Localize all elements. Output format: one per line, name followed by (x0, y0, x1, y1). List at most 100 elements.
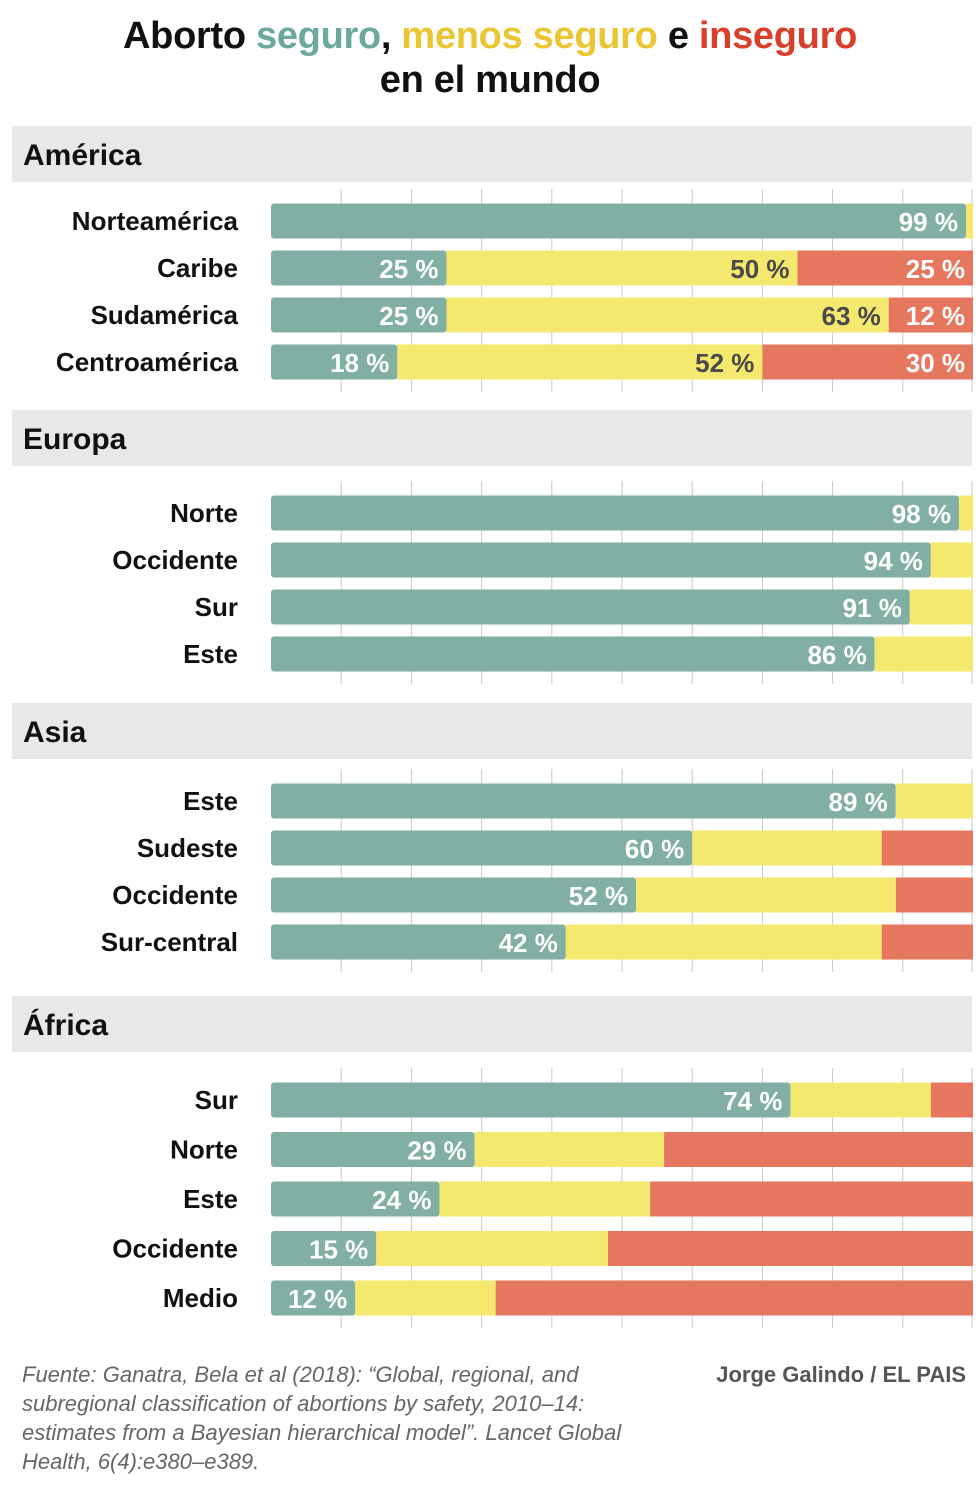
category-label: Occidente (112, 545, 238, 575)
bar-segment-safe (271, 1082, 791, 1118)
value-label-less-safe: 50 % (730, 254, 789, 284)
value-label-safe: 25 % (379, 301, 438, 331)
bar-segment-safe (271, 344, 398, 380)
category-label: Norteamérica (72, 206, 239, 236)
region-band-asia (12, 703, 972, 759)
category-label: Este (183, 786, 238, 816)
bar-segment-safe (271, 924, 566, 960)
category-label: Occidente (112, 880, 238, 910)
bar-segment-less-safe (446, 250, 798, 286)
value-label-safe: 25 % (379, 254, 438, 284)
bar-segment-safe (271, 877, 637, 913)
region-label-asia: Asia (23, 716, 87, 749)
category-label: Norte (170, 498, 238, 528)
bar-segment-less-safe (355, 1280, 496, 1316)
bar-segment-less-safe (446, 297, 889, 333)
bar-segment-unsafe (650, 1181, 973, 1217)
bar-segment-safe (271, 589, 910, 625)
bar-segment-less-safe (909, 589, 973, 625)
value-label-unsafe: 25 % (906, 254, 965, 284)
bar-segment-less-safe (474, 1132, 665, 1167)
source-note: Fuente: Ganatra, Bela et al (2018): “Glo… (22, 1362, 622, 1474)
bar-segment-less-safe (376, 1231, 608, 1266)
bar-segment-safe (271, 250, 447, 286)
bar-segment-less-safe (874, 636, 973, 672)
region-band-europa (12, 410, 972, 466)
bar-segment-unsafe (881, 830, 973, 866)
region-label-america: América (23, 139, 142, 172)
bar-segment-unsafe (664, 1132, 973, 1167)
bar-segment-unsafe (607, 1231, 973, 1266)
value-label-safe: 15 % (309, 1235, 368, 1265)
category-label: Sudeste (137, 833, 238, 863)
bar-segment-unsafe (495, 1280, 973, 1316)
value-label-safe: 18 % (330, 348, 389, 378)
bar-segment-unsafe (895, 877, 973, 913)
category-label: Sur (195, 592, 238, 622)
bar-segment-safe (271, 297, 447, 333)
bar-segment-safe (271, 542, 931, 578)
bar-segment-less-safe (565, 924, 882, 960)
region-band-america (12, 126, 972, 182)
value-label-safe: 94 % (864, 546, 923, 576)
value-label-less-safe: 52 % (695, 348, 754, 378)
bar-segment-unsafe (762, 344, 973, 380)
bar-segment-less-safe (439, 1181, 651, 1217)
value-label-safe: 24 % (372, 1185, 431, 1215)
region-label-africa: África (23, 1008, 108, 1042)
chart-title: Aborto seguro, menos seguro e inseguro e… (0, 14, 980, 102)
title-prefix: Aborto (123, 15, 256, 57)
bar-segment-unsafe (881, 924, 973, 960)
category-label: Este (183, 639, 238, 669)
category-label: Sur (195, 1085, 238, 1115)
title-conj: e (657, 15, 699, 57)
region-band-africa (12, 996, 972, 1052)
bar-segment-safe (271, 1181, 440, 1217)
bar-segment-unsafe (930, 1082, 973, 1118)
bar-segment-safe (271, 1231, 377, 1266)
bar-segment-safe (271, 783, 896, 819)
bar-segment-less-safe (636, 877, 896, 913)
bar-segment-safe (271, 203, 966, 239)
bar-segment-less-safe (692, 830, 882, 866)
title-sep: , (380, 15, 402, 57)
value-label-safe: 60 % (625, 834, 684, 864)
category-label: Centroamérica (56, 347, 239, 377)
value-label-safe: 86 % (807, 640, 866, 670)
value-label-unsafe: 12 % (906, 301, 965, 331)
stacked-bar-chart: América Norteamérica 99 % Caribe 25 % 50 % 25 … (12, 126, 973, 1328)
title-safe: seguro (256, 15, 381, 57)
bar-segment-less-safe (930, 542, 973, 578)
category-label: Este (183, 1184, 238, 1214)
category-label: Sudamérica (91, 300, 239, 330)
bar-segment-less-safe (965, 203, 973, 239)
value-label-safe: 99 % (899, 207, 958, 237)
value-label-safe: 52 % (569, 881, 628, 911)
value-label-safe: 29 % (407, 1136, 466, 1166)
region-label-europa: Europa (23, 423, 127, 456)
title-line-2: en el mundo (379, 59, 601, 101)
category-label: Sur-central (101, 927, 238, 957)
bar-segment-less-safe (895, 783, 973, 819)
bar-segment-safe (271, 1132, 475, 1167)
bar-segment-safe (271, 830, 693, 866)
bar-segment-less-safe (397, 344, 763, 380)
bar-segment-unsafe (888, 297, 973, 333)
bar-segment-unsafe (797, 250, 973, 286)
bar-segment-safe (271, 1280, 356, 1316)
bar-segment-safe (271, 636, 875, 672)
value-label-safe: 98 % (892, 499, 951, 529)
value-label-unsafe: 30 % (906, 348, 965, 378)
value-label-safe: 74 % (723, 1086, 782, 1116)
category-label: Norte (170, 1135, 238, 1165)
category-label: Medio (163, 1283, 238, 1313)
author-credit: Jorge Galindo / EL PAIS (716, 1362, 966, 1387)
category-label: Occidente (112, 1234, 238, 1264)
bar-segment-safe (271, 495, 959, 531)
title-line-1: Aborto seguro, menos seguro e inseguro (0, 14, 980, 58)
bar-segment-less-safe (790, 1082, 931, 1118)
value-label-safe: 42 % (499, 928, 558, 958)
title-less-safe: menos seguro (401, 15, 658, 57)
category-label: Caribe (157, 253, 238, 283)
value-label-safe: 12 % (288, 1284, 347, 1314)
